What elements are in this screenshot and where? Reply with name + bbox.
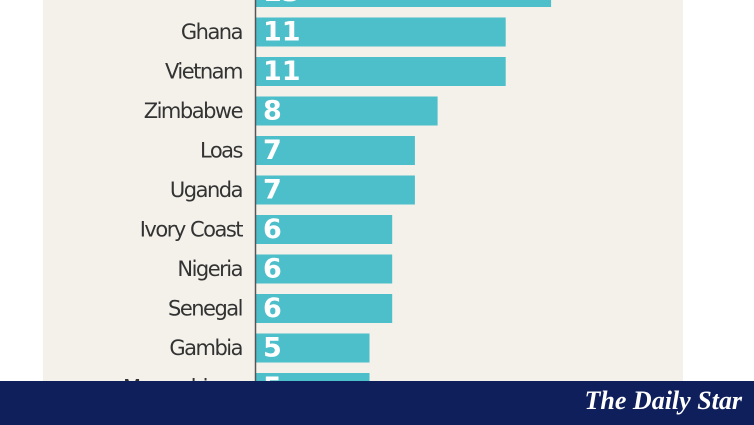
value-label: 6: [263, 254, 282, 285]
category-label: Uganda: [170, 178, 242, 202]
bar: [256, 96, 438, 126]
bar: [256, 17, 506, 47]
value-label: 11: [263, 17, 301, 48]
bar: [256, 333, 370, 363]
category-label: Gambia: [169, 336, 242, 360]
category-label: Ivory Coast: [140, 218, 244, 242]
bar: [256, 0, 552, 7]
category-label: Nigeria: [177, 257, 242, 281]
category-label: Vietnam: [165, 60, 242, 84]
value-label: 5: [263, 333, 282, 364]
category-label: Senegal: [168, 297, 242, 321]
value-label: 8: [263, 96, 282, 127]
bar: [256, 136, 415, 165]
value-label: 6: [263, 293, 282, 324]
bar: [256, 57, 506, 86]
value-label: 13: [263, 0, 301, 8]
value-label: 7: [263, 135, 282, 166]
footer-logo: The Daily Star: [585, 386, 743, 415]
bar: [256, 215, 393, 244]
value-label: 7: [263, 175, 282, 206]
category-label: Ghana: [181, 20, 242, 44]
bar: [256, 175, 415, 205]
bar: [256, 254, 393, 284]
category-label: Zambia: [171, 0, 242, 5]
category-label: Loas: [200, 139, 243, 163]
value-label: 11: [263, 56, 301, 87]
footer-bar: [0, 381, 754, 425]
value-label: 6: [263, 214, 282, 245]
category-label: Zimbabwe: [144, 99, 243, 123]
plot-area: Zambia 13 Ghana 11 Vietnam 11 Zimbabwe 8 Loas 7 Ug…: [123, 0, 552, 403]
bar: [256, 294, 393, 323]
